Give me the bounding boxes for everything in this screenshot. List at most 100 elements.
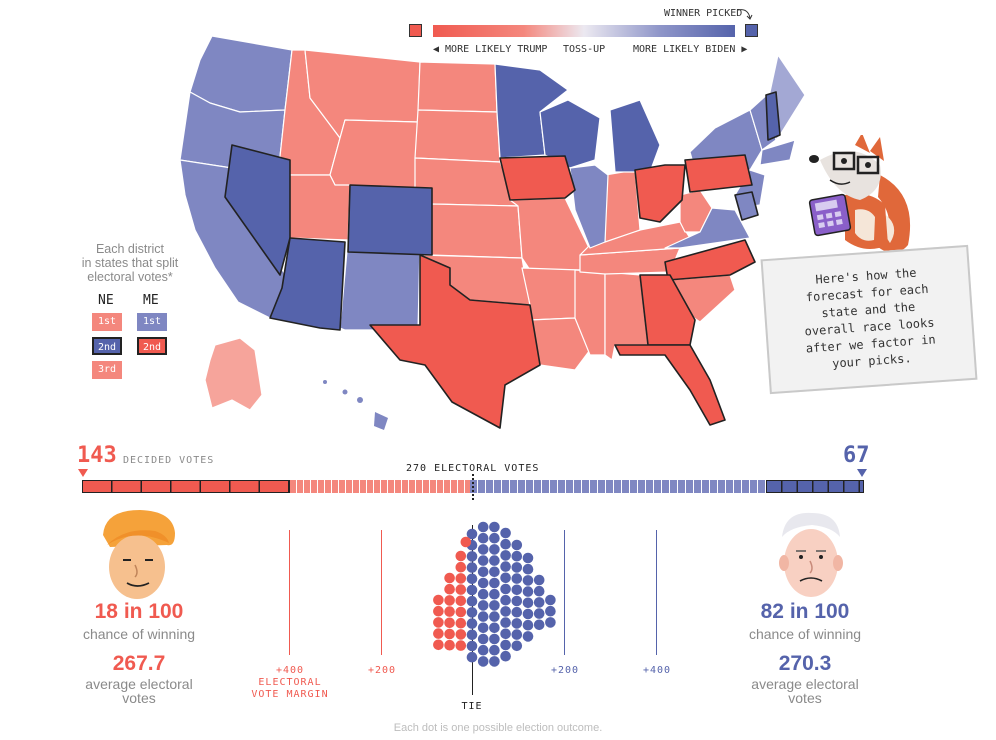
fox-mascot-icon	[808, 135, 911, 254]
outcome-dot	[511, 629, 523, 640]
outcome-dot	[511, 595, 523, 607]
state-maryland-delaware-picked[interactable]	[734, 191, 759, 221]
state-illinois[interactable]	[569, 164, 609, 249]
outcome-dot	[522, 563, 534, 575]
outcome-dot	[466, 651, 478, 663]
state-michigan[interactable]	[609, 99, 661, 173]
outcome-dot	[533, 597, 545, 608]
state-new-hampshire-picked[interactable]	[765, 91, 781, 141]
outcome-dot	[455, 606, 467, 618]
biden-winner-swatch[interactable]	[745, 24, 758, 37]
outcome-dot	[500, 606, 511, 617]
ne-district-3[interactable]: 3rd	[92, 361, 122, 379]
state-kansas[interactable]	[429, 203, 523, 259]
state-ohio-picked[interactable]	[634, 164, 686, 223]
state-wisconsin[interactable]	[539, 99, 601, 169]
outcome-dot	[466, 562, 478, 573]
outcome-dot	[489, 622, 500, 634]
outcome-dot	[533, 574, 545, 586]
mascot-speech-bubble: Here's how the forecast for each state a…	[760, 244, 978, 395]
state-south-dakota[interactable]	[414, 109, 501, 163]
state-virginia[interactable]	[664, 207, 751, 249]
outcome-dot	[466, 595, 478, 607]
state-new-england-south[interactable]	[759, 139, 796, 166]
axis-trump-200: +200	[367, 665, 397, 676]
outcome-dot	[444, 572, 455, 584]
state-texas-picked[interactable]	[369, 254, 541, 429]
trump-marker-icon	[78, 469, 88, 477]
outcome-dot	[511, 640, 523, 652]
axis-trump-400: +400	[275, 665, 305, 676]
more-likely-trump-label: ◀ MORE LIKELY TRUMP	[433, 44, 548, 55]
trump-average-ev-label: average electoral votes	[85, 676, 193, 706]
outcome-dot	[455, 561, 467, 573]
outcome-dot	[477, 577, 489, 589]
me-district-2[interactable]: 2nd	[137, 337, 167, 355]
outcome-dot	[489, 633, 500, 645]
outcome-dot	[511, 618, 523, 629]
outcome-dot	[511, 562, 523, 573]
state-arizona-picked[interactable]	[269, 237, 346, 331]
me-district-1[interactable]: 1st	[137, 313, 167, 331]
us-electoral-map	[179, 35, 806, 430]
state-nevada-picked[interactable]	[224, 144, 291, 276]
state-wyoming[interactable]	[329, 119, 419, 189]
outcome-dot	[522, 619, 534, 631]
ne-district-1[interactable]: 1st	[92, 313, 122, 331]
outcome-dot	[477, 588, 489, 600]
outcome-dot	[511, 573, 523, 584]
state-pennsylvania-picked[interactable]	[684, 154, 753, 193]
toss-up-label: TOSS-UP	[563, 44, 606, 55]
biden-200-line	[564, 530, 565, 655]
more-likely-biden-label: MORE LIKELY BIDEN ▶	[633, 44, 748, 55]
outcome-dot	[477, 611, 489, 622]
axis-biden-400: +400	[642, 665, 672, 676]
state-georgia-picked[interactable]	[639, 274, 696, 346]
biden-average-ev: 270.3	[778, 652, 832, 675]
outcome-dot	[545, 617, 556, 628]
outcome-dot	[477, 532, 489, 544]
outcome-dot	[444, 583, 455, 595]
outcome-dot	[466, 629, 478, 641]
outcome-dot	[500, 538, 511, 550]
dot-footnote: Each dot is one possible election outcom…	[393, 722, 603, 734]
biden-win-chance-label: chance of winning	[748, 626, 862, 642]
outcome-dot	[466, 573, 478, 585]
outcome-dot	[455, 595, 467, 607]
outcome-dot	[477, 644, 489, 656]
winner-picked-label: WINNER PICKED	[664, 8, 743, 19]
outcome-dot	[489, 644, 500, 656]
state-indiana[interactable]	[604, 169, 641, 243]
outcome-dot	[489, 566, 500, 578]
outcome-dot	[433, 594, 444, 606]
outcome-dot	[500, 617, 511, 628]
outcome-dot	[489, 588, 500, 600]
threshold-dotted-line	[472, 474, 474, 500]
ne-district-2[interactable]: 2nd	[92, 337, 122, 355]
outcome-dot	[444, 628, 455, 640]
trump-win-chance: 18 in 100	[94, 600, 184, 623]
biden-decided-votes: 67	[843, 443, 870, 468]
outcome-dot	[466, 618, 478, 629]
state-alaska[interactable]	[204, 337, 263, 411]
outcome-dot	[522, 552, 534, 564]
outcome-dot	[489, 532, 500, 544]
trump-winner-swatch[interactable]	[409, 24, 422, 37]
state-florida-picked[interactable]	[614, 344, 726, 426]
outcome-dot	[489, 600, 500, 611]
threshold-label: 270 ELECTORAL VOTES	[406, 463, 540, 474]
outcome-dot	[444, 595, 455, 606]
decided-votes-label: DECIDED VOTES	[123, 455, 215, 466]
state-colorado-picked[interactable]	[347, 184, 433, 256]
me-heading: ME	[143, 293, 159, 308]
state-north-dakota[interactable]	[417, 61, 498, 113]
axis-tie: TIE	[461, 701, 483, 712]
outcome-dot	[433, 628, 444, 639]
district-note: Each district in states that split elect…	[81, 242, 179, 284]
outcome-dot	[455, 584, 467, 595]
outcome-dot	[522, 608, 534, 620]
state-iowa-picked[interactable]	[499, 155, 576, 201]
outcome-dot	[511, 606, 523, 618]
outcome-dot	[455, 617, 467, 629]
outcome-dot	[455, 550, 467, 562]
